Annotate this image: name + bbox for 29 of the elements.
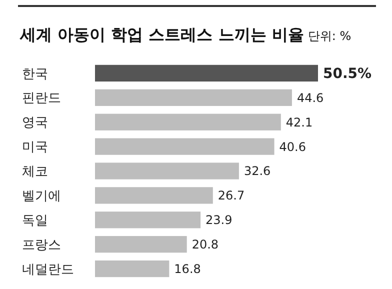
- data-label: 42.1: [286, 115, 313, 130]
- chart-title: 세계 아동이 학업 스트레스 느끼는 비율: [20, 25, 304, 44]
- y-tick-label: 체코: [22, 164, 48, 180]
- data-label: 26.7: [218, 188, 245, 203]
- bar: [95, 236, 187, 253]
- data-label: 44.6: [296, 90, 324, 105]
- data-label: 20.8: [192, 238, 219, 252]
- bar: [95, 187, 213, 204]
- y-tick-label: 벨기에: [22, 189, 61, 204]
- bar: [95, 260, 170, 278]
- bar: [95, 64, 318, 82]
- data-label: 50.5%: [323, 66, 372, 82]
- data-label: 32.6: [244, 164, 271, 178]
- y-tick-label: 한국: [22, 66, 48, 82]
- y-tick-label: 미국: [22, 140, 48, 156]
- bar: [95, 138, 274, 155]
- data-label: 23.9: [206, 213, 232, 228]
- data-label: 40.6: [279, 140, 306, 154]
- data-label: 16.8: [174, 262, 201, 276]
- bar: [95, 212, 201, 228]
- chart-subtitle: 단위: %: [308, 29, 352, 43]
- y-tick-label: 독일: [22, 213, 48, 228]
- bar: [95, 114, 281, 130]
- bar: [95, 89, 292, 106]
- y-tick-label: 영국: [22, 116, 48, 131]
- bar: [95, 162, 239, 180]
- y-tick-label: 네덜란드: [22, 262, 74, 278]
- y-tick-label: 프랑스: [22, 238, 61, 253]
- y-tick-label: 핀란드: [22, 91, 61, 106]
